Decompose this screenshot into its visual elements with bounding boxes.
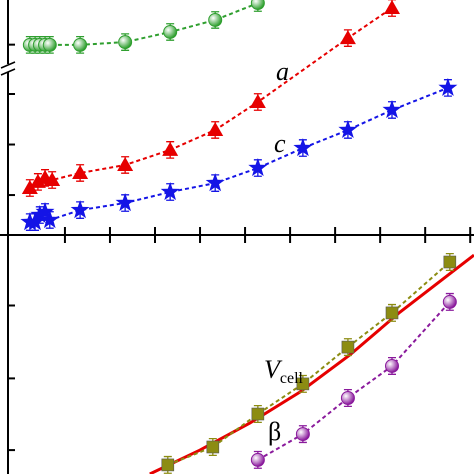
marker bbox=[443, 255, 457, 269]
series-line bbox=[29, 7, 393, 189]
annotation-text: c bbox=[274, 129, 286, 158]
marker bbox=[115, 193, 135, 212]
marker bbox=[208, 12, 223, 27]
marker bbox=[161, 458, 175, 472]
marker bbox=[250, 452, 265, 467]
axis-break bbox=[0, 64, 16, 72]
marker bbox=[382, 100, 402, 119]
marker bbox=[117, 156, 134, 171]
marker bbox=[35, 202, 55, 221]
marker bbox=[383, 0, 400, 14]
marker bbox=[29, 173, 46, 188]
marker bbox=[21, 180, 38, 194]
marker bbox=[385, 306, 399, 320]
annotation-text: β bbox=[268, 417, 281, 446]
annotation: c bbox=[274, 129, 286, 158]
marker bbox=[248, 158, 268, 177]
marker bbox=[163, 24, 178, 39]
marker bbox=[73, 37, 88, 52]
annotation: Vcell bbox=[264, 355, 304, 387]
marker bbox=[205, 173, 225, 192]
marker bbox=[249, 93, 266, 108]
marker bbox=[70, 200, 90, 219]
marker bbox=[162, 141, 179, 156]
marker bbox=[30, 205, 50, 224]
marker bbox=[251, 407, 265, 421]
marker bbox=[340, 390, 355, 405]
annotation: a bbox=[276, 57, 289, 86]
marker bbox=[296, 377, 310, 391]
marker bbox=[250, 0, 265, 11]
annotation-subscript: cell bbox=[280, 370, 304, 387]
annotation: β bbox=[268, 417, 281, 446]
marker bbox=[338, 120, 358, 138]
marker bbox=[442, 294, 457, 309]
series-line bbox=[29, 2, 259, 46]
marker bbox=[206, 440, 220, 454]
marker bbox=[207, 121, 224, 136]
marker bbox=[118, 35, 133, 50]
marker bbox=[44, 172, 61, 187]
marker bbox=[72, 164, 89, 179]
marker bbox=[40, 210, 60, 229]
marker bbox=[438, 77, 458, 96]
marker bbox=[293, 138, 313, 157]
axis-break bbox=[0, 68, 16, 76]
series-line bbox=[149, 253, 474, 474]
marker bbox=[341, 340, 355, 354]
marker bbox=[42, 37, 57, 52]
axis-break bbox=[0, 61, 16, 69]
annotation-text: a bbox=[276, 57, 289, 86]
annotation-text: V bbox=[264, 355, 283, 384]
series-line bbox=[257, 301, 451, 461]
marker bbox=[384, 358, 399, 373]
marker bbox=[160, 182, 180, 201]
marker bbox=[295, 427, 310, 442]
marker bbox=[339, 30, 356, 45]
